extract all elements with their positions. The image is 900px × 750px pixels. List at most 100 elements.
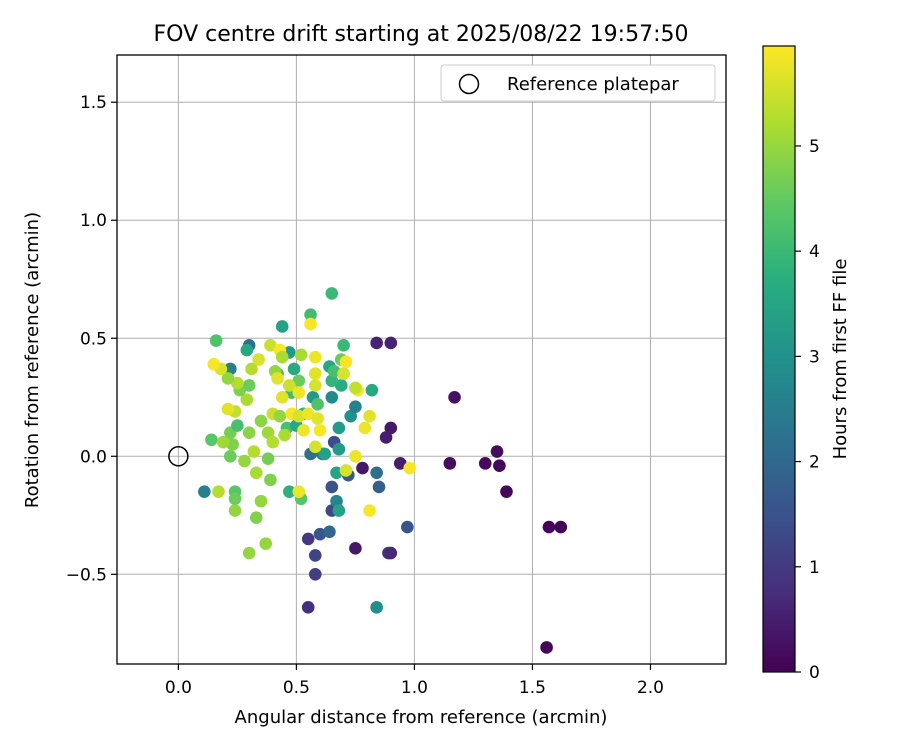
data-point — [308, 440, 322, 454]
data-point — [216, 435, 230, 449]
x-tick-label: 2.0 — [637, 678, 664, 698]
data-point — [226, 438, 239, 451]
data-point — [308, 379, 322, 392]
data-point — [443, 457, 457, 470]
data-point — [325, 374, 339, 388]
data-point — [363, 504, 376, 517]
data-point — [344, 409, 357, 423]
data-point — [228, 504, 242, 517]
data-point — [542, 520, 556, 534]
legend-open-circle-icon — [458, 73, 480, 95]
data-point — [231, 419, 244, 432]
data-point — [358, 421, 372, 435]
data-point — [259, 537, 273, 550]
data-point — [384, 546, 398, 560]
data-point — [349, 449, 362, 463]
data-point — [287, 362, 301, 376]
data-point — [231, 376, 244, 390]
data-point — [330, 466, 343, 480]
data-point — [372, 480, 386, 494]
data-point — [254, 414, 268, 428]
data-point — [240, 393, 254, 406]
data-point — [254, 494, 268, 508]
data-point — [238, 454, 251, 468]
colorbar-ticks: 0 1 2 3 4 5 — [795, 137, 820, 683]
data-point — [294, 348, 308, 362]
data-point — [249, 511, 263, 524]
reference-platepar-marker — [168, 446, 189, 467]
data-point — [325, 287, 339, 300]
colorbar-tick-label: 3 — [809, 347, 820, 367]
data-point — [393, 457, 407, 470]
data-point — [379, 431, 393, 444]
colorbar-tick-label: 2 — [809, 453, 820, 473]
data-point — [245, 362, 258, 376]
y-tick-label: 1.5 — [80, 93, 107, 113]
data-point — [403, 461, 416, 475]
data-point — [370, 336, 383, 350]
data-point — [330, 494, 343, 508]
data-point — [401, 520, 414, 534]
data-point — [356, 461, 369, 475]
data-point — [278, 428, 291, 442]
data-point — [448, 390, 461, 404]
data-point — [247, 445, 261, 458]
data-point — [205, 433, 218, 447]
data-point — [283, 379, 296, 392]
data-point — [292, 374, 306, 388]
x-tick-label: 0.5 — [283, 678, 310, 698]
data-point — [339, 355, 353, 369]
data-point — [384, 421, 398, 435]
y-tick-label: 0.0 — [80, 447, 107, 467]
data-point — [349, 400, 362, 414]
data-point — [221, 372, 235, 385]
data-point — [337, 367, 350, 380]
y-tick-label: −0.5 — [66, 565, 107, 585]
x-tick-label: 1.5 — [519, 678, 546, 698]
data-point — [292, 409, 306, 423]
data-point — [370, 466, 383, 480]
data-point — [240, 343, 254, 357]
data-point — [273, 409, 287, 423]
data-point — [313, 424, 327, 437]
colorbar-tick-label: 4 — [809, 242, 820, 262]
reference-marker-layer — [168, 446, 189, 467]
data-point — [308, 549, 322, 562]
data-point — [292, 485, 306, 498]
data-point — [264, 473, 277, 487]
data-point — [301, 601, 315, 614]
plot-frame — [116, 54, 727, 665]
data-point — [275, 350, 289, 364]
data-point — [365, 383, 379, 397]
legend-label: Reference platepar — [507, 74, 679, 95]
data-point — [271, 372, 284, 385]
data-point — [334, 379, 348, 392]
data-point — [332, 442, 346, 456]
y-axis-ticks: −0.5 0.0 0.5 1.0 1.5 — [66, 93, 117, 585]
data-point — [275, 320, 289, 333]
data-point — [266, 435, 280, 449]
data-point — [478, 457, 492, 470]
data-point — [242, 426, 256, 439]
data-point — [242, 379, 256, 392]
data-point — [493, 459, 506, 473]
data-point — [224, 449, 237, 463]
data-point — [337, 339, 350, 352]
data-point — [228, 492, 242, 506]
data-point — [297, 424, 310, 437]
data-point — [308, 350, 322, 364]
data-point — [327, 365, 341, 378]
data-point — [261, 426, 275, 439]
data-point — [349, 381, 362, 395]
x-axis-ticks: 0.0 0.5 1.0 1.5 2.0 — [165, 664, 664, 698]
legend-box — [440, 64, 716, 102]
data-point — [339, 464, 353, 477]
data-point — [221, 402, 235, 416]
x-axis-label: Angular distance from reference (arcmin) — [235, 707, 608, 728]
chart-title: FOV centre drift starting at 2025/08/22 … — [154, 22, 689, 47]
data-point — [332, 504, 346, 517]
data-point — [311, 398, 324, 411]
data-point — [304, 308, 317, 321]
data-point — [332, 421, 346, 435]
